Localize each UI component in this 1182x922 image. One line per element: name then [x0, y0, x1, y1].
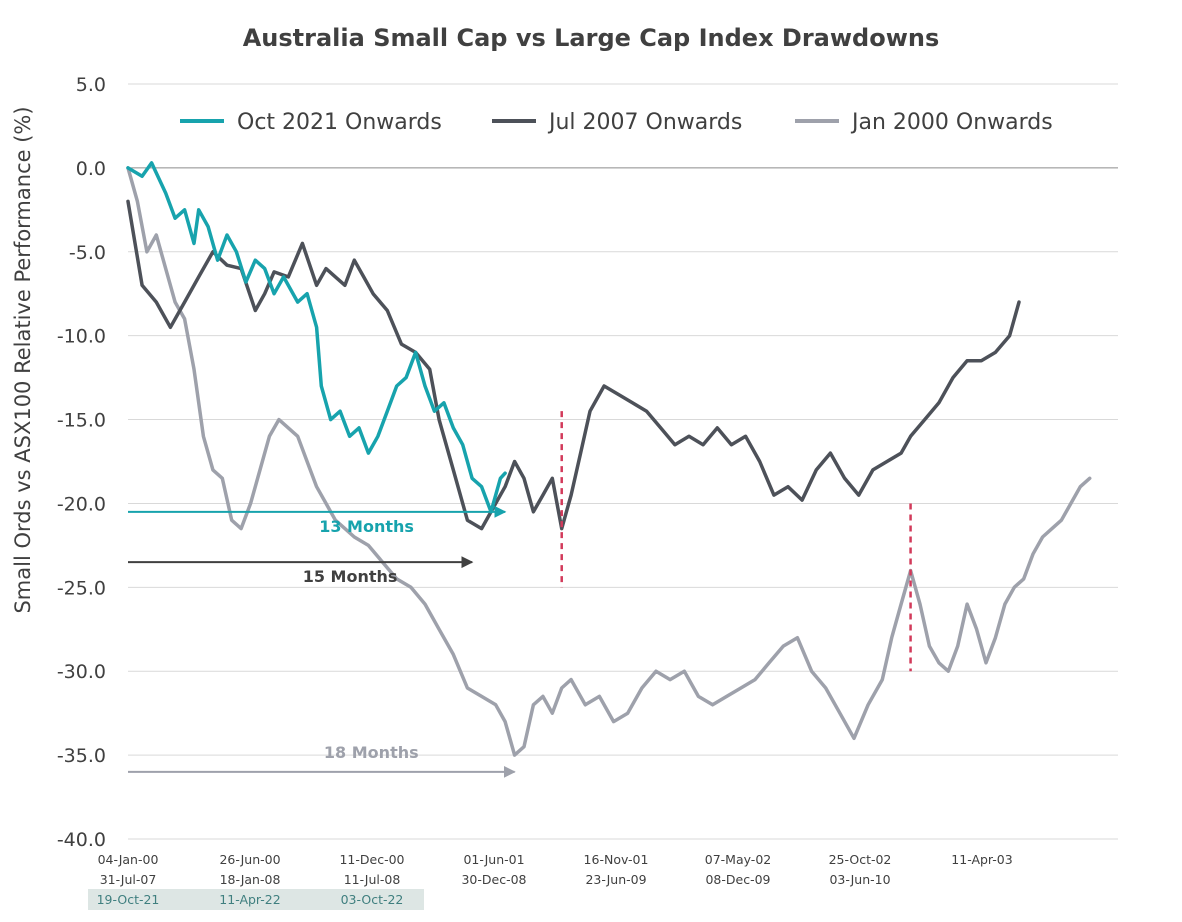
series-line [126, 161, 507, 514]
x-tick-label: 08-Dec-09 [705, 872, 770, 887]
x-tick-label: 04-Jan-00 [98, 852, 159, 867]
y-tick-label: -35.0 [57, 745, 106, 767]
x-label-row-highlight [88, 889, 424, 910]
y-tick-label: -30.0 [57, 661, 106, 683]
x-tick-labels: 04-Jan-00 26-Jun-00 11-Dec-00 01-Jun-01 16-N… [88, 852, 1013, 910]
legend: Oct 2021 Onwards Jul 2007 Onwards Jan 2000… [180, 110, 1053, 135]
series-lines [126, 161, 1092, 757]
chart-title: Australia Small Cap vs Large Cap Index D… [243, 24, 940, 52]
gridlines [128, 83, 1118, 840]
x-tick-label: 31-Jul-07 [100, 872, 157, 887]
x-tick-label: 26-Jun-00 [219, 852, 280, 867]
y-tick-label: -25.0 [57, 577, 106, 599]
x-tick-label: 11-Jul-08 [344, 872, 401, 887]
x-tick-label: 07-May-02 [705, 852, 771, 867]
x-tick-label: 11-Dec-00 [339, 852, 404, 867]
duration-label: 18 Months [324, 743, 419, 762]
y-tick-label: -40.0 [57, 829, 106, 851]
y-tick-label: 5.0 [76, 74, 106, 96]
duration-label: 13 Months [319, 517, 414, 536]
legend-label: Jul 2007 Onwards [547, 110, 742, 135]
y-tick-label: -10.0 [57, 326, 106, 348]
x-tick-label: 18-Jan-08 [220, 872, 281, 887]
annotations: 13 Months 15 Months 18 Months [128, 411, 912, 778]
y-tick-label: -5.0 [69, 242, 106, 264]
x-tick-label: 16-Nov-01 [584, 852, 649, 867]
x-tick-label: 03-Jun-10 [829, 872, 890, 887]
duration-label: 15 Months [303, 567, 398, 586]
y-tick-label: -15.0 [57, 410, 106, 432]
legend-label: Jan 2000 Onwards [850, 110, 1053, 135]
y-tick-labels: 5.0 0.0 -5.0 -10.0 -15.0 -20.0 -25.0 -30.0 -35.0… [57, 74, 106, 851]
x-tick-label: 03-Oct-22 [341, 892, 404, 907]
y-tick-label: -20.0 [57, 493, 106, 515]
y-tick-label: 0.0 [76, 158, 106, 180]
x-tick-label: 23-Jun-09 [585, 872, 646, 887]
y-axis-label: Small Ords vs ASX100 Relative Performanc… [11, 106, 35, 613]
x-tick-label: 30-Dec-08 [461, 872, 526, 887]
x-tick-label: 01-Jun-01 [463, 852, 524, 867]
x-tick-label: 19-Oct-21 [97, 892, 160, 907]
x-tick-label: 11-Apr-03 [951, 852, 1012, 867]
x-tick-label: 11-Apr-22 [219, 892, 280, 907]
x-tick-label: 25-Oct-02 [829, 852, 892, 867]
series-line [126, 166, 1092, 757]
series-line [126, 199, 1021, 531]
legend-label: Oct 2021 Onwards [237, 110, 442, 135]
